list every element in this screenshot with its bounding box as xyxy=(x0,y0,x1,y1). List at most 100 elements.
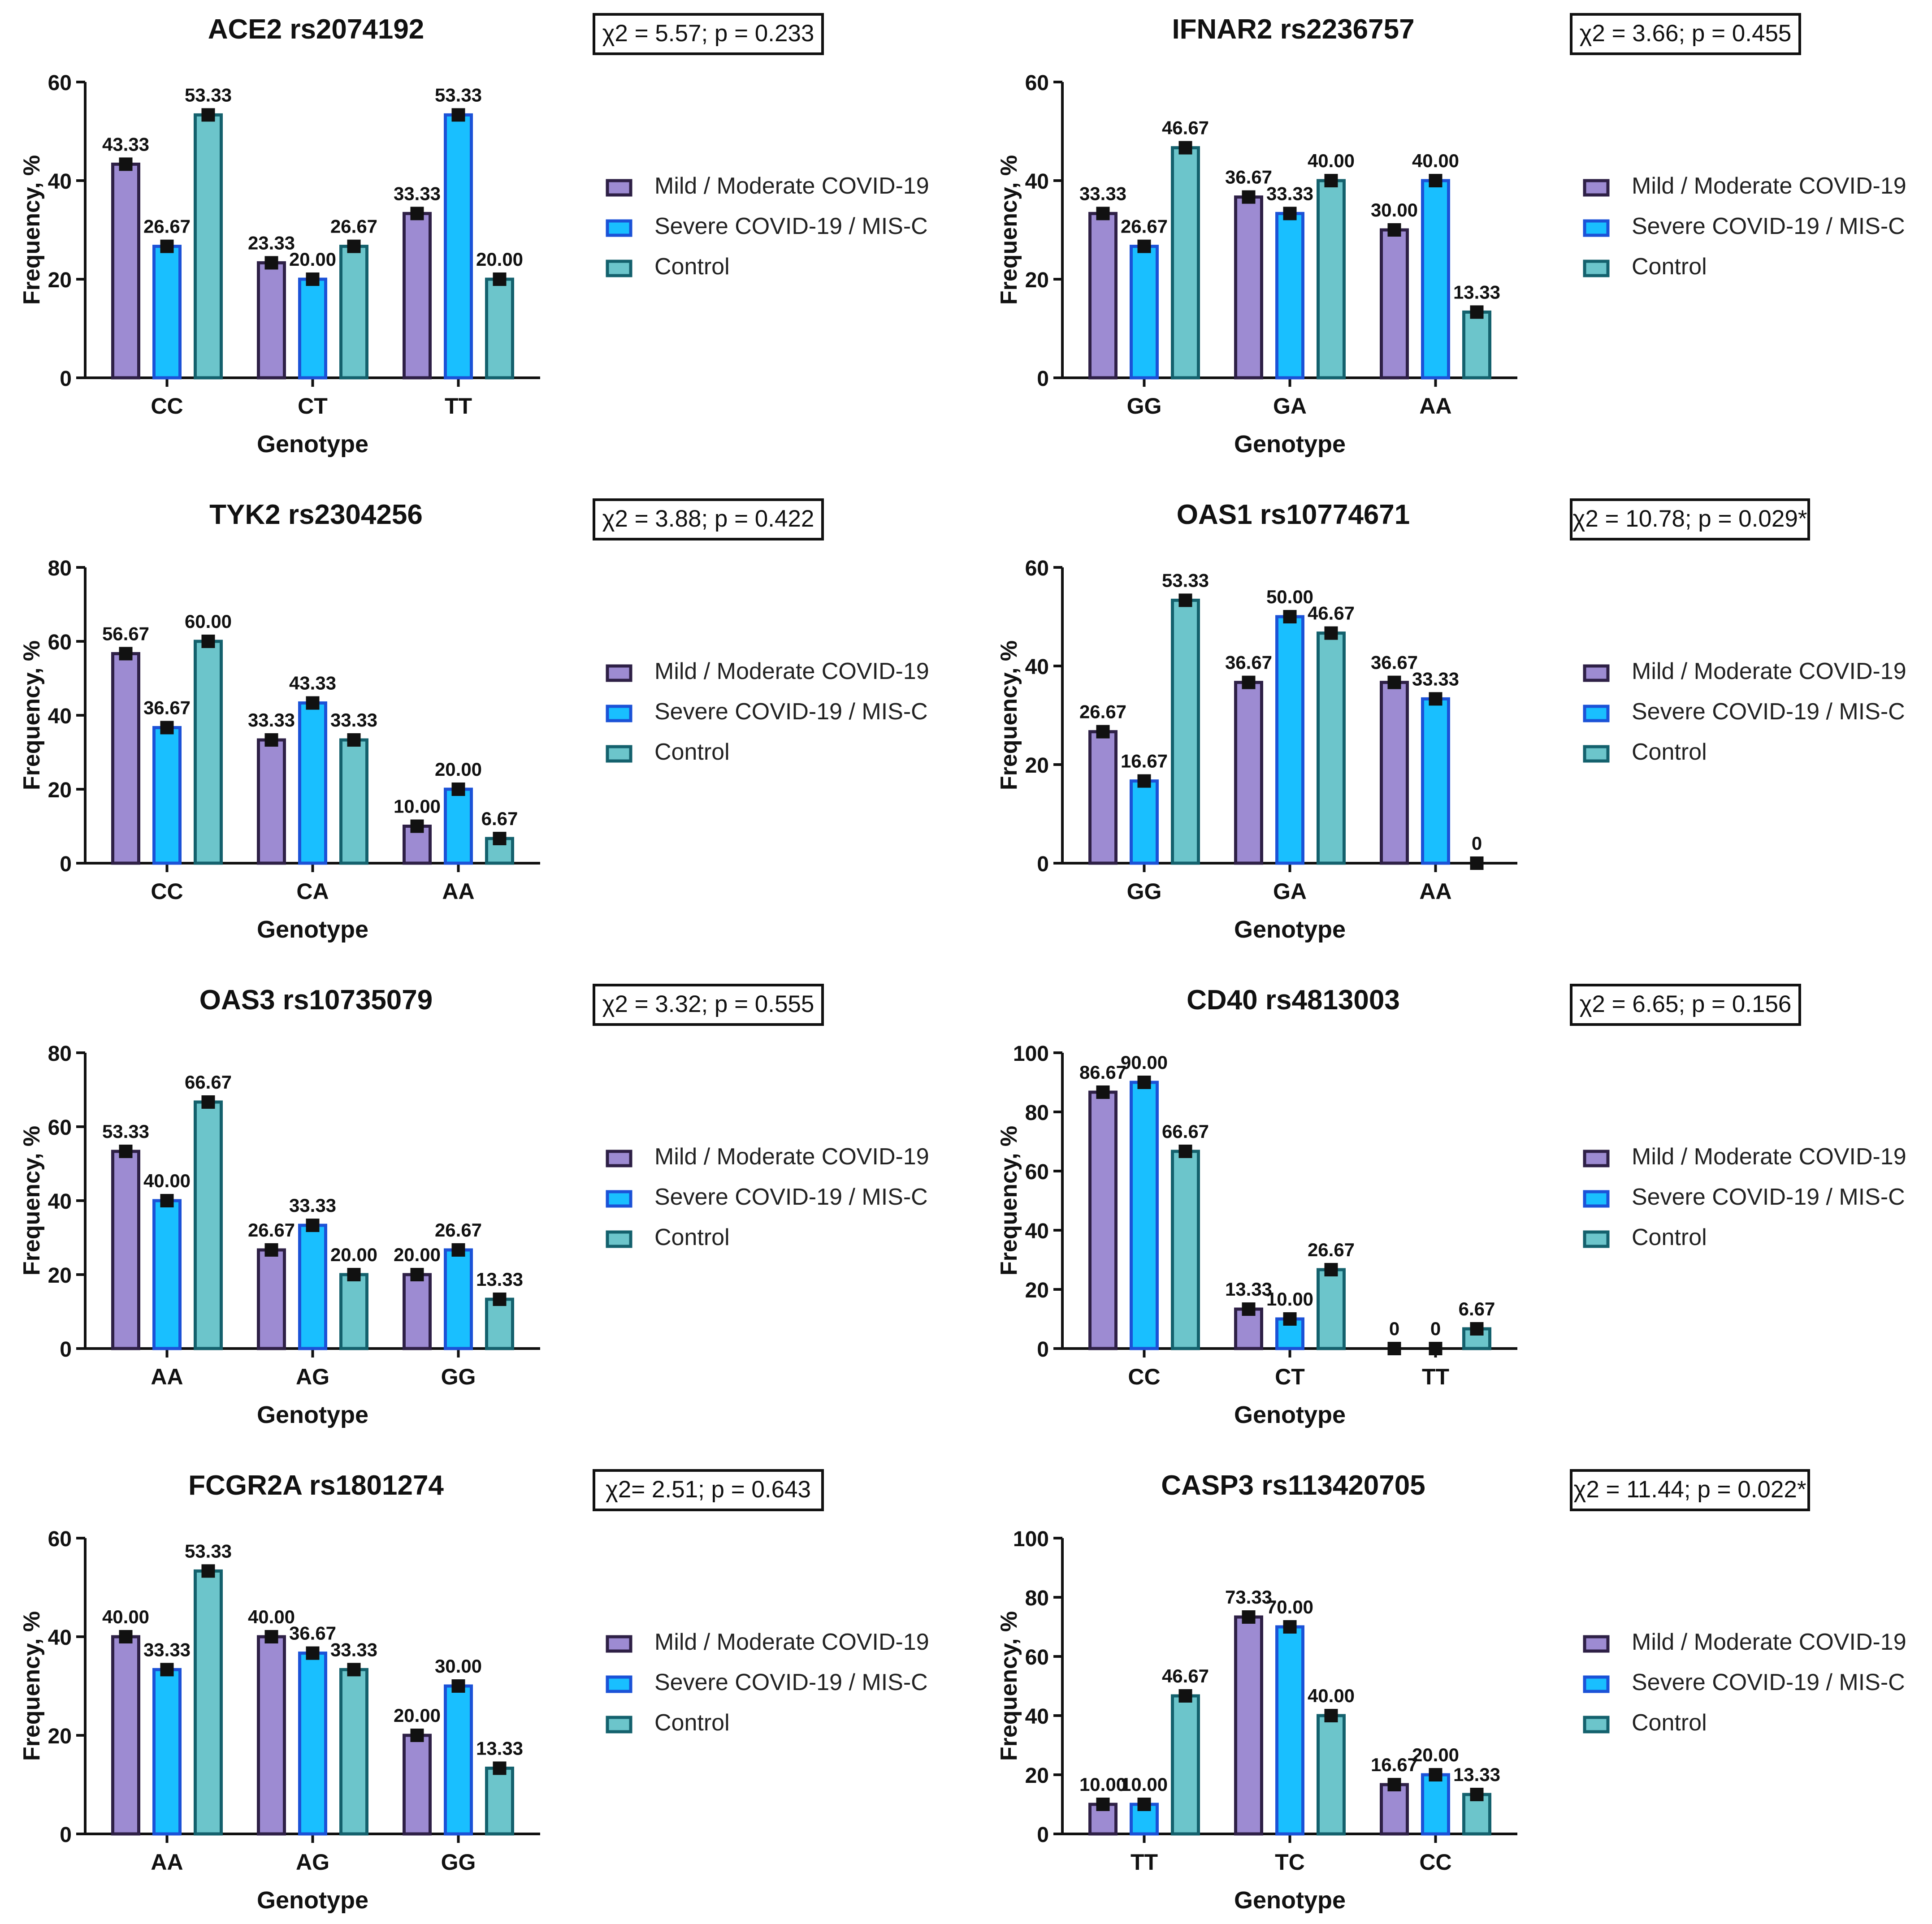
point-marker xyxy=(119,1630,133,1643)
y-axis-label: Frequency, % xyxy=(19,640,45,790)
bar-control xyxy=(339,738,368,865)
point-marker xyxy=(410,819,424,833)
point-marker xyxy=(160,1663,174,1677)
y-tick-label: 60 xyxy=(1025,71,1049,95)
x-tick-label: GG xyxy=(1127,879,1162,904)
y-tick-label: 20 xyxy=(48,1264,72,1288)
legend-swatch-severe xyxy=(606,1190,632,1208)
point-marker xyxy=(347,239,361,253)
legend-swatch-severe xyxy=(1583,219,1610,237)
bar-control xyxy=(1317,631,1346,865)
bar-severe xyxy=(152,1668,182,1836)
legend-label-mild: Mild / Moderate COVID-19 xyxy=(1632,658,1906,684)
point-marker xyxy=(1096,725,1110,739)
x-axis-label: Genotype xyxy=(257,1401,368,1428)
chart-title: OAS1 rs10774671 xyxy=(1177,499,1410,530)
bar-control xyxy=(194,113,223,380)
x-tick-label: GG xyxy=(441,1850,476,1875)
bar-mild xyxy=(257,261,286,380)
y-tick-label: 40 xyxy=(1025,1219,1049,1243)
point-marker xyxy=(1470,856,1484,870)
y-tick-label: 60 xyxy=(1025,557,1049,580)
point-marker xyxy=(160,721,174,735)
x-tick-label: CA xyxy=(296,879,329,904)
data-label: 36.67 xyxy=(1371,652,1418,673)
legend-label-control: Control xyxy=(654,739,730,765)
chart-title: IFNAR2 rs2236757 xyxy=(1172,14,1414,45)
legend-label-severe: Severe COVID-19 / MIS-C xyxy=(654,699,928,725)
y-tick-label: 100 xyxy=(1013,1527,1049,1551)
bar-control xyxy=(1317,179,1346,380)
bar-mild xyxy=(1088,730,1118,865)
data-label: 0 xyxy=(1389,1318,1399,1339)
data-label: 26.67 xyxy=(330,216,377,237)
point-marker xyxy=(451,1679,465,1693)
point-marker xyxy=(347,733,361,747)
data-label: 33.33 xyxy=(1266,183,1313,204)
bar-control xyxy=(194,1100,223,1350)
y-tick-label: 20 xyxy=(1025,1764,1049,1788)
x-tick-label: CC xyxy=(151,879,183,904)
bar-mild xyxy=(403,1273,432,1350)
data-label: 20.00 xyxy=(1412,1744,1459,1765)
y-tick-label: 40 xyxy=(48,705,72,728)
legend-label-control: Control xyxy=(654,1224,730,1250)
data-label: 13.33 xyxy=(1453,281,1500,303)
stat-text: χ2 = 3.32; p = 0.555 xyxy=(602,991,814,1017)
point-marker xyxy=(1470,1788,1484,1802)
point-marker xyxy=(493,1293,507,1306)
data-label: 26.67 xyxy=(435,1219,482,1241)
bar-severe xyxy=(1130,1081,1159,1350)
data-label: 26.67 xyxy=(1079,701,1126,722)
legend-swatch-control xyxy=(606,1716,632,1734)
legend-label-control: Control xyxy=(1632,254,1707,280)
point-marker xyxy=(1178,593,1192,607)
x-axis-label: Genotype xyxy=(257,916,368,943)
legend-swatch-severe xyxy=(1583,1190,1610,1208)
legend-swatch-severe xyxy=(606,1675,632,1693)
y-tick-label: 20 xyxy=(48,778,72,802)
legend-label-mild: Mild / Moderate COVID-19 xyxy=(654,173,929,199)
point-marker xyxy=(1137,239,1151,253)
bar-severe xyxy=(444,787,473,865)
chart-title: FCGR2A rs1801274 xyxy=(188,1470,444,1501)
x-axis-label: Genotype xyxy=(1234,916,1346,943)
data-label: 40.00 xyxy=(143,1170,191,1191)
bar-control xyxy=(194,640,223,865)
bar-severe xyxy=(152,726,182,865)
bar-mild xyxy=(1088,1090,1118,1350)
data-label: 20.00 xyxy=(476,249,523,270)
bar-severe xyxy=(152,1199,182,1350)
chart-title: TYK2 rs2304256 xyxy=(209,499,423,530)
data-label: 33.33 xyxy=(1079,183,1126,204)
x-axis-label: Genotype xyxy=(257,431,368,458)
x-tick-label: AG xyxy=(296,1850,329,1875)
chart-title: CASP3 rs113420705 xyxy=(1161,1470,1425,1501)
data-label: 20.00 xyxy=(394,1705,441,1726)
legend-swatch-severe xyxy=(606,705,632,722)
legend-swatch-control xyxy=(606,1230,632,1248)
point-marker xyxy=(306,1219,320,1232)
point-marker xyxy=(1387,675,1401,689)
y-tick-label: 0 xyxy=(1037,367,1049,391)
y-axis-label: Frequency, % xyxy=(19,155,45,305)
data-label: 40.00 xyxy=(248,1606,295,1627)
data-label: 53.33 xyxy=(435,84,482,105)
data-label: 40.00 xyxy=(102,1606,149,1627)
data-label: 33.33 xyxy=(143,1639,191,1660)
y-tick-label: 20 xyxy=(48,268,72,292)
data-label: 13.33 xyxy=(1453,1764,1500,1785)
bar-severe xyxy=(1275,1625,1304,1836)
point-marker xyxy=(1324,174,1338,187)
y-tick-label: 40 xyxy=(48,1626,72,1650)
data-label: 56.67 xyxy=(102,623,149,644)
legend-swatch-control xyxy=(1583,745,1610,763)
bar-mild xyxy=(257,1248,286,1350)
data-label: 86.67 xyxy=(1079,1062,1126,1083)
legend-swatch-control xyxy=(606,259,632,277)
chart-panel-4: OAS1 rs10774671 χ2 = 10.78; p = 0.029* 0 20… xyxy=(996,498,1906,943)
legend-label-control: Control xyxy=(1632,739,1707,765)
data-label: 36.67 xyxy=(1225,652,1272,673)
bar-mild xyxy=(111,1150,140,1350)
point-marker xyxy=(119,157,133,171)
